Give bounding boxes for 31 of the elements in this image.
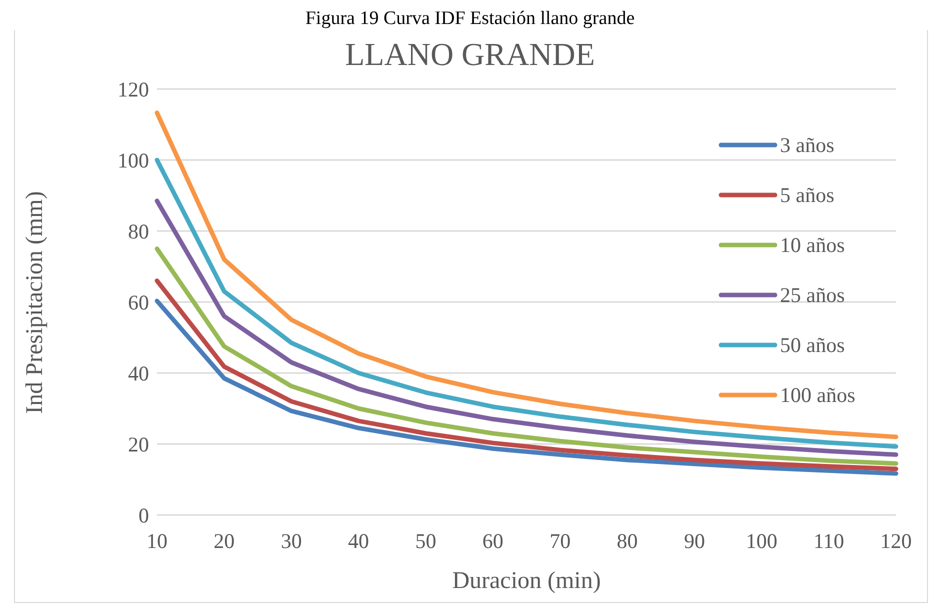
y-tick-label: 0 — [138, 503, 149, 528]
x-tick-label: 120 — [880, 528, 912, 553]
legend-label: 100 años — [780, 382, 856, 408]
legend-label: 25 años — [780, 282, 845, 308]
x-tick-label: 10 — [146, 528, 168, 553]
legend-label: 50 años — [780, 332, 845, 358]
line-series — [154, 158, 898, 449]
legend-label: 5 años — [780, 182, 834, 208]
x-tick-label: 90 — [684, 528, 705, 553]
y-tick-label: 20 — [128, 432, 149, 456]
text: Figura 19 Curva IDF Estación llano grande — [8, 8, 932, 30]
x-tick-label: 100 — [746, 528, 778, 553]
y-axis-title: Ind Presipitacion (mm) — [22, 190, 48, 414]
x-tick-label: 30 — [280, 528, 302, 553]
x-tick-label: 70 — [550, 528, 571, 553]
legend-label: 3 años — [780, 132, 834, 158]
y-tick-label: 60 — [128, 290, 149, 314]
y-tick-label: 120 — [118, 77, 149, 102]
line-series — [154, 110, 898, 440]
y-tick-label: 40 — [128, 361, 149, 386]
x-tick-label: 60 — [482, 528, 504, 553]
legend-label: 10 años — [780, 232, 845, 258]
x-axis-title: Duracion (min) — [451, 568, 602, 595]
x-tick-label: 20 — [214, 528, 235, 553]
x-tick-label: 80 — [616, 528, 638, 553]
chart-title: LLANO GRANDE — [344, 36, 596, 73]
x-tick-label: 40 — [348, 528, 370, 553]
y-tick-label: 100 — [118, 148, 149, 172]
x-tick-label: 110 — [813, 528, 844, 553]
y-tick-label: 80 — [128, 219, 149, 244]
x-tick-label: 50 — [415, 528, 436, 553]
